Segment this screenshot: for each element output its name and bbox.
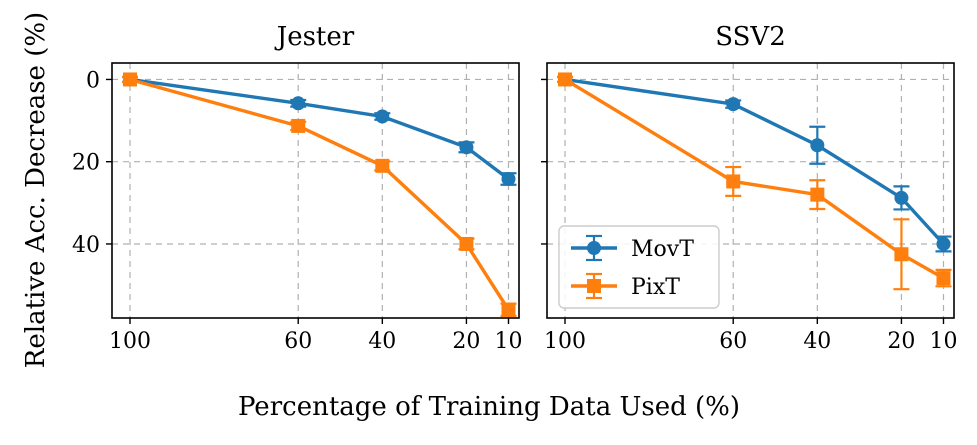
y-tick-label: 0: [86, 68, 100, 93]
x-tick-label: 100: [109, 329, 151, 354]
data-point-pixt: [459, 236, 474, 251]
x-tick-label: 60: [284, 329, 312, 354]
data-point-movt: [936, 236, 951, 251]
series-line-movt: [564, 77, 945, 246]
plot-frame: [111, 62, 520, 319]
data-point-pixt: [558, 72, 572, 87]
data-point-pixt: [501, 302, 516, 317]
data-point-movt: [810, 138, 825, 153]
x-tick-label: 10: [494, 329, 522, 354]
x-tick-label: 40: [368, 329, 396, 354]
data-point-movt: [291, 96, 306, 111]
legend-label-movt: MovT: [631, 237, 694, 262]
data-point-movt: [375, 109, 390, 124]
x-axis-label: Percentage of Training Data Used (%): [238, 392, 740, 422]
data-point-movt: [894, 190, 909, 205]
y-tick-label: 40: [72, 233, 100, 258]
y-tick-label: 20: [72, 151, 100, 176]
data-point-pixt: [936, 271, 951, 286]
data-point-pixt: [375, 158, 390, 173]
data-point-pixt: [894, 247, 909, 262]
x-tick-label: 60: [719, 329, 747, 354]
legend-marker-pixt: [587, 279, 601, 293]
data-point-movt: [726, 97, 741, 112]
panel-title: SSV2: [715, 22, 785, 52]
data-point-movt: [459, 140, 474, 155]
legend-marker-movt: [587, 241, 601, 255]
panel-title: Jester: [274, 22, 355, 52]
x-tick-label: 40: [803, 329, 831, 354]
x-tick-label: 100: [544, 329, 586, 354]
data-point-pixt: [726, 174, 741, 189]
data-point-pixt: [123, 72, 137, 87]
x-tick-label: 10: [929, 329, 957, 354]
legend-label-pixt: PixT: [631, 275, 680, 300]
plot-frame: [546, 62, 955, 319]
x-tick-label: 20: [452, 329, 480, 354]
series-line-pixt: [129, 77, 510, 311]
y-axis-label: Relative Acc. Decrease (%): [21, 12, 51, 368]
data-point-pixt: [291, 118, 306, 133]
x-tick-label: 20: [887, 329, 915, 354]
data-point-movt: [501, 171, 516, 186]
data-point-pixt: [810, 187, 825, 202]
panel-ssv2: 100 60 40 20 10 SSV2 MovT PixT: [541, 22, 957, 354]
